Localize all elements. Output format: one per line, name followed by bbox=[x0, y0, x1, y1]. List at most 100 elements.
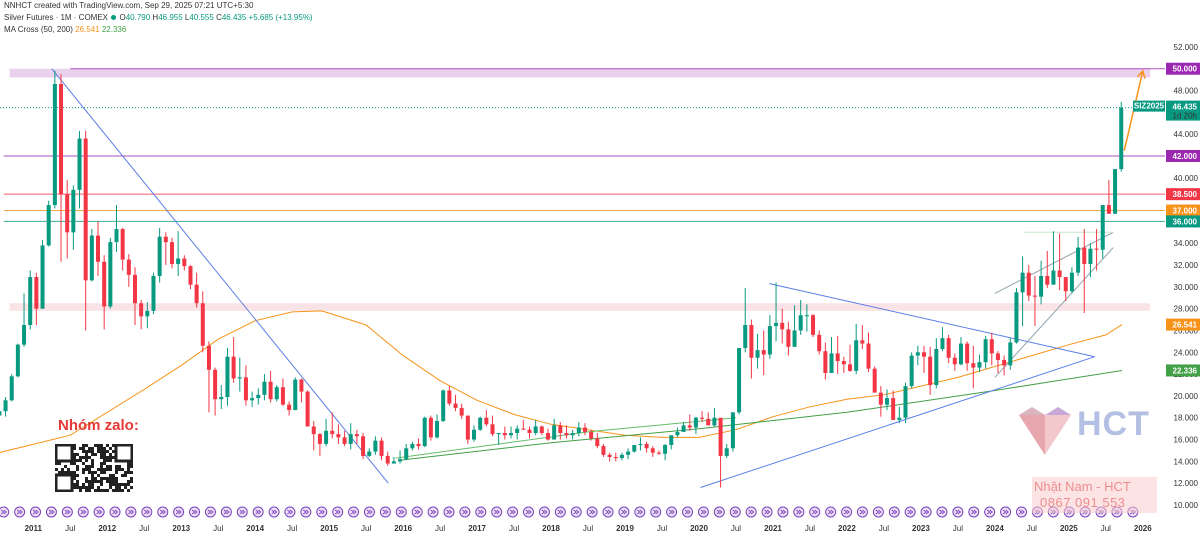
qr-module bbox=[130, 477, 133, 480]
candle-body bbox=[897, 417, 902, 420]
qr-module bbox=[97, 468, 100, 471]
event-markers bbox=[0, 506, 1139, 518]
x-tick-label: 2016 bbox=[394, 524, 412, 533]
candle-body bbox=[552, 425, 557, 440]
qr-module bbox=[100, 465, 103, 468]
event-marker-glyph bbox=[478, 509, 485, 515]
qr-module bbox=[109, 483, 112, 486]
candle-body bbox=[243, 377, 248, 401]
last-price-label: 46.435 bbox=[1173, 103, 1198, 112]
qr-module bbox=[121, 474, 124, 477]
x-tick-label: 2025 bbox=[1060, 524, 1078, 533]
candle-body bbox=[755, 350, 760, 358]
level-tag-bg bbox=[1166, 149, 1200, 162]
candle-body bbox=[1026, 272, 1031, 296]
candle-body bbox=[1051, 270, 1056, 285]
qr-module bbox=[73, 483, 76, 486]
candle-body bbox=[706, 418, 711, 426]
y-tick-label: 18.000 bbox=[1174, 414, 1199, 423]
level-tag-label: 36.000 bbox=[1173, 217, 1198, 226]
x-tick-label: Jul bbox=[361, 524, 371, 533]
event-marker-glyph bbox=[112, 509, 119, 515]
candle-body bbox=[613, 457, 618, 459]
qr-module bbox=[94, 477, 97, 480]
qr-module bbox=[112, 444, 115, 447]
y-tick-label: 32.000 bbox=[1174, 261, 1199, 270]
x-tick-label: 2024 bbox=[986, 524, 1004, 533]
qr-module bbox=[127, 480, 130, 483]
countdown-label: 1d 20h bbox=[1173, 112, 1197, 121]
x-tick-label: Jul bbox=[287, 524, 297, 533]
qr-module bbox=[58, 462, 61, 465]
qr-module bbox=[85, 465, 88, 468]
event-marker-glyph bbox=[1002, 509, 1009, 515]
candle-body bbox=[83, 138, 88, 281]
qr-module bbox=[88, 450, 91, 453]
candle-body bbox=[52, 83, 57, 206]
qr-module bbox=[109, 468, 112, 471]
candle-body bbox=[829, 353, 834, 374]
symbol-status-dot bbox=[111, 15, 117, 21]
candle-body bbox=[422, 417, 427, 447]
qr-module bbox=[61, 471, 64, 474]
y-tick-label: 12.000 bbox=[1174, 479, 1199, 488]
candle-body bbox=[126, 259, 131, 275]
ohlc-high-key: H bbox=[152, 13, 159, 22]
qr-module bbox=[79, 486, 82, 489]
last-price-tag-bg bbox=[1166, 100, 1200, 121]
candle-body bbox=[120, 229, 125, 260]
event-marker-glyph bbox=[637, 509, 644, 515]
qr-module bbox=[67, 471, 70, 474]
candle-body bbox=[989, 339, 994, 354]
qr-module bbox=[109, 447, 112, 450]
event-marker-glyph bbox=[48, 509, 55, 515]
brand-name: HCT bbox=[1077, 405, 1150, 443]
event-marker-glyph bbox=[668, 509, 675, 515]
candle-body bbox=[1020, 272, 1025, 293]
y-tick-label: 14.000 bbox=[1174, 457, 1199, 466]
qr-module bbox=[97, 447, 100, 450]
projection-arrowhead bbox=[1136, 69, 1146, 79]
qr-module bbox=[91, 462, 94, 465]
qr-module bbox=[91, 453, 94, 456]
candle-body bbox=[114, 229, 119, 243]
qr-module bbox=[115, 477, 118, 480]
candle-body bbox=[1002, 359, 1007, 366]
qr-module bbox=[91, 486, 94, 489]
x-tick-label: Jul bbox=[1027, 524, 1037, 533]
candle-body bbox=[3, 400, 8, 412]
event-marker-glyph bbox=[462, 509, 469, 515]
candle-body bbox=[995, 353, 1000, 360]
qr-module bbox=[112, 450, 115, 453]
qr-module bbox=[73, 462, 76, 465]
qr-module bbox=[79, 489, 82, 492]
candle-body bbox=[163, 236, 168, 243]
candle-body bbox=[582, 427, 587, 432]
ma-tag-bg bbox=[1166, 318, 1200, 331]
qr-module bbox=[73, 456, 76, 459]
y-tick-label: 28.000 bbox=[1174, 305, 1199, 314]
event-marker-glyph bbox=[796, 509, 803, 515]
event-marker-glyph bbox=[859, 509, 866, 515]
event-marker-glyph bbox=[971, 509, 978, 515]
level-tag-label: 50.000 bbox=[1173, 65, 1198, 74]
candle-body bbox=[749, 325, 754, 358]
qr-module bbox=[82, 450, 85, 453]
qr-module bbox=[100, 483, 103, 486]
qr-module bbox=[70, 462, 73, 465]
x-tick-label: 2011 bbox=[25, 524, 43, 533]
qr-module bbox=[106, 450, 109, 453]
qr-module bbox=[109, 480, 112, 483]
candle-body bbox=[681, 425, 686, 432]
qr-module bbox=[115, 480, 118, 483]
candle-body bbox=[940, 338, 945, 350]
candle-body bbox=[1119, 107, 1124, 170]
event-marker-glyph bbox=[716, 509, 723, 515]
level-tag-bg bbox=[1166, 188, 1200, 201]
trendline-4 bbox=[994, 231, 1114, 294]
event-marker-glyph bbox=[700, 509, 707, 515]
candle-body bbox=[626, 451, 631, 455]
event-marker-glyph bbox=[589, 509, 596, 515]
qr-module bbox=[73, 474, 76, 477]
